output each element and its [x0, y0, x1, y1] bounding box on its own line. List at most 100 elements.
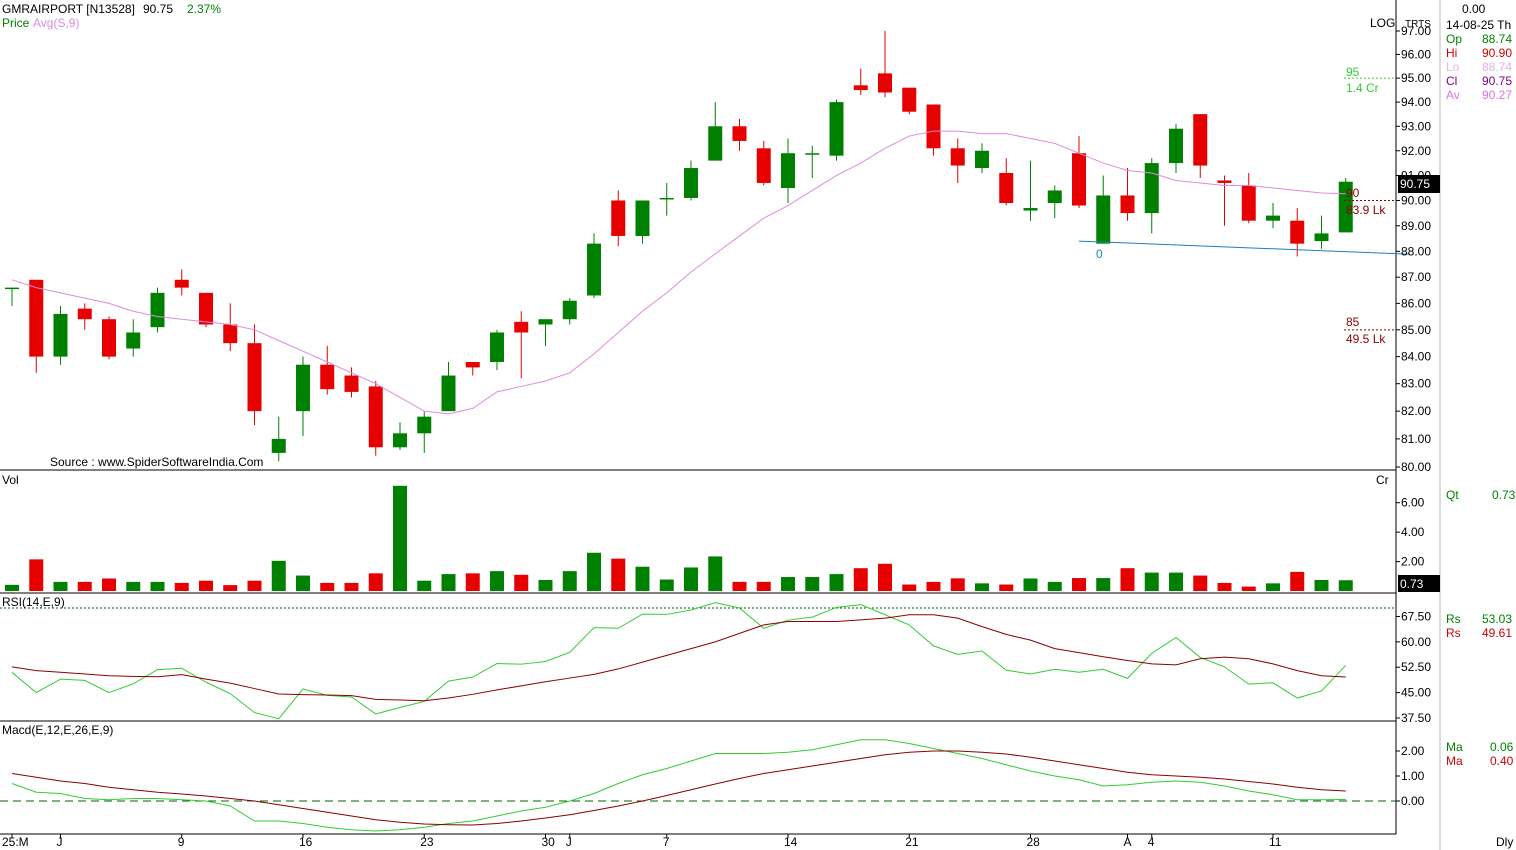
candle [1144, 158, 1159, 234]
period-label[interactable]: Dly [1496, 835, 1513, 849]
candle [853, 68, 868, 95]
rsi-info-label: Rs [1446, 626, 1461, 640]
volume-bar [344, 582, 359, 591]
candle [223, 303, 238, 352]
date-tick-label: 11 [1269, 835, 1282, 849]
candle [514, 311, 529, 379]
level-85-label: 85 [1346, 315, 1360, 329]
candle-body [1217, 180, 1232, 183]
price-tick-label: 82.00 [1401, 404, 1431, 418]
volume-bar [1338, 580, 1353, 591]
info-label: Av [1446, 88, 1460, 102]
candle [271, 416, 286, 462]
volume-bar [102, 578, 116, 591]
candle [465, 361, 480, 376]
volume-bar [756, 581, 771, 591]
price-legend: Price [2, 16, 30, 30]
candle [29, 279, 44, 373]
price-tick-label: 86.00 [1401, 296, 1431, 310]
candle [1193, 114, 1208, 178]
candle-body [1338, 181, 1353, 233]
candle-body [732, 126, 747, 141]
candle [659, 182, 674, 216]
ohlc-info-rows: Op 88.74 Hi 90.90 Lo 88.74 Cl 90.75 Av 90.27 Rs 53.… [1446, 32, 1514, 768]
volume-bar [829, 574, 844, 591]
info-date: 14-08-25 Th [1446, 18, 1511, 32]
volume-bar [1266, 583, 1280, 591]
volume-bar [1023, 578, 1038, 591]
candle [1338, 177, 1353, 233]
volume-panel-title: Vol [2, 473, 19, 487]
trts-toggle[interactable]: TRTS [1405, 19, 1431, 30]
candle [490, 329, 504, 371]
candle-body [878, 73, 892, 93]
qt-value: 0.73 [1492, 488, 1516, 502]
rsi-tick-label: 37.50 [1401, 711, 1431, 725]
price-tick-label: 84.00 [1401, 350, 1431, 364]
date-tick-label: 30 [542, 835, 556, 849]
macd-panel-title: Macd(E,12,E,26,E,9) [2, 723, 113, 737]
candle-body [1266, 215, 1280, 221]
volume-bar [805, 577, 820, 591]
volume-bar [562, 571, 577, 591]
candle-body [368, 386, 383, 448]
price-tick-label: 96.00 [1401, 47, 1431, 61]
volume-bar [320, 582, 335, 591]
volume-bar [781, 577, 795, 591]
candle-body [902, 87, 917, 112]
rsi-average-line [11, 614, 1346, 702]
price-tick-label: 92.00 [1401, 144, 1431, 158]
candle-body [1290, 220, 1305, 244]
candle-body [5, 287, 19, 290]
volume-bar [393, 485, 407, 591]
volume-bar [223, 585, 238, 591]
date-tick-label: 9 [178, 835, 185, 849]
rsi-line [11, 602, 1347, 720]
candle [878, 31, 892, 98]
candle [5, 287, 19, 306]
candle-body [805, 153, 820, 155]
candle [611, 190, 626, 247]
volume-tick-label: 2.00 [1401, 555, 1425, 569]
candle [417, 411, 432, 453]
symbol-label: GMRAIRPORT [N13528] [2, 2, 135, 16]
volume-bar [296, 575, 310, 591]
candle [1290, 208, 1305, 257]
candle-body [999, 172, 1014, 203]
candle-body [417, 416, 432, 434]
info-top-value: 0.00 [1462, 2, 1486, 16]
price-tick-label: 89.00 [1401, 219, 1431, 233]
avg-line [11, 130, 1346, 415]
candle-body [975, 150, 989, 169]
candle-body [853, 85, 868, 91]
date-tick-label: 14 [784, 835, 798, 849]
candle-body [708, 126, 723, 161]
price-tick-label: 90.00 [1401, 193, 1431, 207]
candle-body [1169, 128, 1183, 164]
log-scale-toggle[interactable]: LOG [1370, 16, 1395, 30]
candle-body [1241, 185, 1256, 221]
candle [320, 345, 335, 395]
macd-panel-lines [0, 739, 1396, 832]
volume-bar [587, 552, 601, 591]
level-95-label: 95 [1346, 65, 1360, 79]
candle-body [1120, 195, 1135, 214]
info-value: 88.74 [1482, 60, 1512, 74]
macd-line [11, 739, 1346, 832]
candle [441, 361, 456, 412]
last-volume-text: 0.73 [1400, 577, 1424, 591]
macd-signal-line [11, 750, 1346, 826]
candle [1169, 123, 1183, 173]
volume-bar [926, 581, 941, 591]
volume-bars [5, 485, 1353, 591]
level-85-volume: 49.5 Lk [1346, 332, 1386, 346]
volume-bar [975, 583, 989, 591]
candle-body [1144, 163, 1159, 214]
candle [781, 138, 795, 203]
candle [1023, 160, 1038, 221]
volume-bar [514, 574, 529, 591]
price-tick-label: 85.00 [1401, 323, 1431, 337]
candle [344, 367, 359, 398]
candle [150, 287, 165, 333]
